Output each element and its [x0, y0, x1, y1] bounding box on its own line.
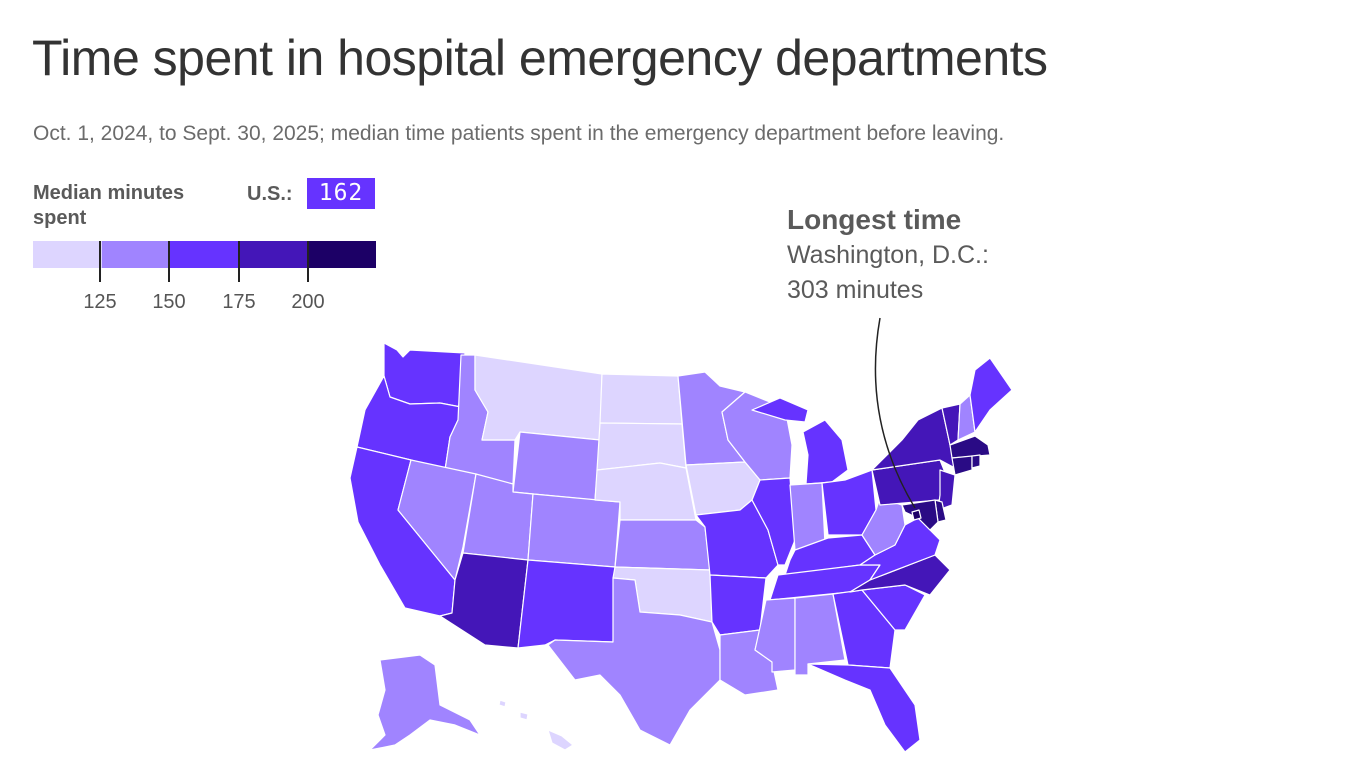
chart-title: Time spent in hospital emergency departm…: [32, 30, 1048, 86]
legend-tick: [307, 241, 309, 282]
legend-swatch-3: [170, 241, 239, 268]
chart-subtitle: Oct. 1, 2024, to Sept. 30, 2025; median …: [33, 122, 1005, 145]
annotation-value: 303 minutes: [787, 276, 924, 304]
state-wy: [512, 431, 601, 501]
annotation-leader-line: [874, 317, 916, 509]
state-ri: [971, 454, 981, 469]
legend-swatch-2: [101, 241, 171, 268]
state-dc: [911, 509, 922, 521]
state-nj: [937, 469, 956, 511]
state-nv: [397, 459, 477, 581]
legend-swatch-4: [238, 241, 308, 268]
us-average-label: U.S.:: [247, 183, 293, 205]
legend-swatch-1: [33, 241, 102, 268]
legend-swatch-5: [307, 241, 376, 268]
legend-tick: [99, 241, 101, 282]
annotation-location: Washington, D.C.:: [787, 241, 989, 269]
state-ma: [949, 435, 991, 459]
state-in: [789, 482, 826, 551]
state-tx: [547, 577, 721, 746]
legend-title: Median minutes spent: [33, 182, 185, 229]
state-mi: [751, 397, 849, 485]
state-mt: [474, 354, 603, 441]
us-average-value: 162: [307, 178, 375, 209]
legend-color-bar: [33, 241, 376, 268]
state-me: [969, 357, 1013, 433]
state-ct: [951, 455, 973, 476]
legend-tick-label: 200: [291, 291, 325, 313]
state-wv: [861, 497, 906, 556]
legend-tick: [238, 241, 240, 282]
state-wa: [383, 342, 466, 408]
state-nm: [517, 559, 616, 649]
legend-tick-label: 175: [222, 291, 256, 313]
state-co: [527, 493, 621, 568]
state-hi: [498, 699, 574, 751]
state-sd: [596, 422, 687, 471]
legend-tick: [168, 241, 170, 282]
state-ak: [369, 654, 481, 751]
state-ks: [614, 519, 711, 571]
annotation-heading: Longest time: [787, 204, 962, 235]
legend-tick-label: 125: [83, 291, 117, 313]
state-nd: [599, 373, 683, 425]
state-ar: [709, 574, 767, 636]
legend-tick-label: 150: [152, 291, 186, 313]
state-fl: [807, 663, 921, 753]
